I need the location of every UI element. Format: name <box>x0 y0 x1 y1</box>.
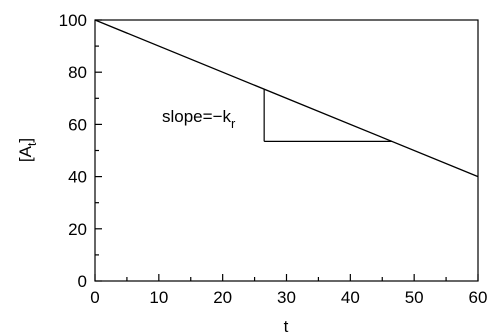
plot-frame <box>94 19 479 282</box>
x-axis-ticks: 0 10 20 30 40 50 60 <box>90 274 487 307</box>
x-tick-label: 50 <box>405 288 424 307</box>
annotation-slope: slope=−kr <box>162 107 236 131</box>
y-axis-label: [At] <box>16 138 39 162</box>
y-axis-ticks: 0 20 40 60 80 100 <box>59 11 102 291</box>
x-tick-label: 30 <box>277 288 296 307</box>
x-tick-label: 40 <box>341 288 360 307</box>
annotation-slope-text: slope=−k <box>162 107 231 126</box>
y-tick-label: 100 <box>59 11 87 30</box>
y-tick-label: 60 <box>68 115 87 134</box>
x-tick-label: 0 <box>90 288 99 307</box>
x-axis-label: t <box>284 317 289 334</box>
y-axis-label-suffix: ] <box>16 138 35 143</box>
series-layer <box>94 19 479 178</box>
annotation-slope-subscript: r <box>231 116 236 131</box>
x-tick-label: 10 <box>149 288 168 307</box>
y-axis-label-subscript: t <box>25 142 39 146</box>
series-line <box>94 19 479 178</box>
slope-triangle <box>263 89 392 142</box>
y-tick-label: 20 <box>68 220 87 239</box>
x-tick-label: 20 <box>213 288 232 307</box>
y-axis-label-main: [A <box>16 145 35 162</box>
y-tick-label: 0 <box>78 272 87 291</box>
y-tick-label: 40 <box>68 168 87 187</box>
x-tick-label: 60 <box>469 288 488 307</box>
y-tick-label: 80 <box>68 63 87 82</box>
